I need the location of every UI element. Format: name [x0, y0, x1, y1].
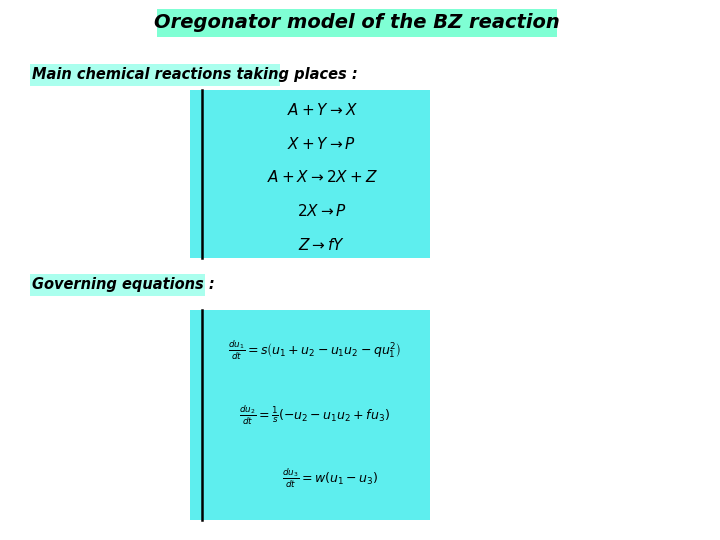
- Text: Main chemical reactions taking places :: Main chemical reactions taking places :: [32, 68, 358, 83]
- Text: $X + Y \rightarrow P$: $X + Y \rightarrow P$: [287, 136, 356, 152]
- Text: $A + Y \rightarrow X$: $A + Y \rightarrow X$: [287, 102, 357, 118]
- FancyBboxPatch shape: [190, 90, 430, 258]
- FancyBboxPatch shape: [30, 64, 280, 86]
- Text: $2X \rightarrow P$: $2X \rightarrow P$: [297, 203, 347, 219]
- Text: $Z \rightarrow fY$: $Z \rightarrow fY$: [298, 237, 346, 253]
- FancyBboxPatch shape: [30, 274, 205, 296]
- Text: Oregonator model of the BZ reaction: Oregonator model of the BZ reaction: [154, 14, 560, 32]
- Text: Governing equations :: Governing equations :: [32, 278, 215, 293]
- FancyBboxPatch shape: [190, 310, 430, 520]
- Text: $\frac{du_3}{dt} = w\left(u_1 - u_3\right)$: $\frac{du_3}{dt} = w\left(u_1 - u_3\righ…: [282, 467, 378, 490]
- Text: $A + X \rightarrow 2X + Z$: $A + X \rightarrow 2X + Z$: [266, 170, 377, 185]
- Text: $\frac{du_1}{dt} = s\left(u_1 + u_2 - u_1 u_2 - qu_1^2\right)$: $\frac{du_1}{dt} = s\left(u_1 + u_2 - u_…: [228, 339, 401, 362]
- FancyBboxPatch shape: [157, 9, 557, 37]
- Text: $\frac{du_2}{dt} = \frac{1}{s}\left(-u_2 - u_1 u_2 + fu_3\right)$: $\frac{du_2}{dt} = \frac{1}{s}\left(-u_2…: [239, 403, 390, 427]
